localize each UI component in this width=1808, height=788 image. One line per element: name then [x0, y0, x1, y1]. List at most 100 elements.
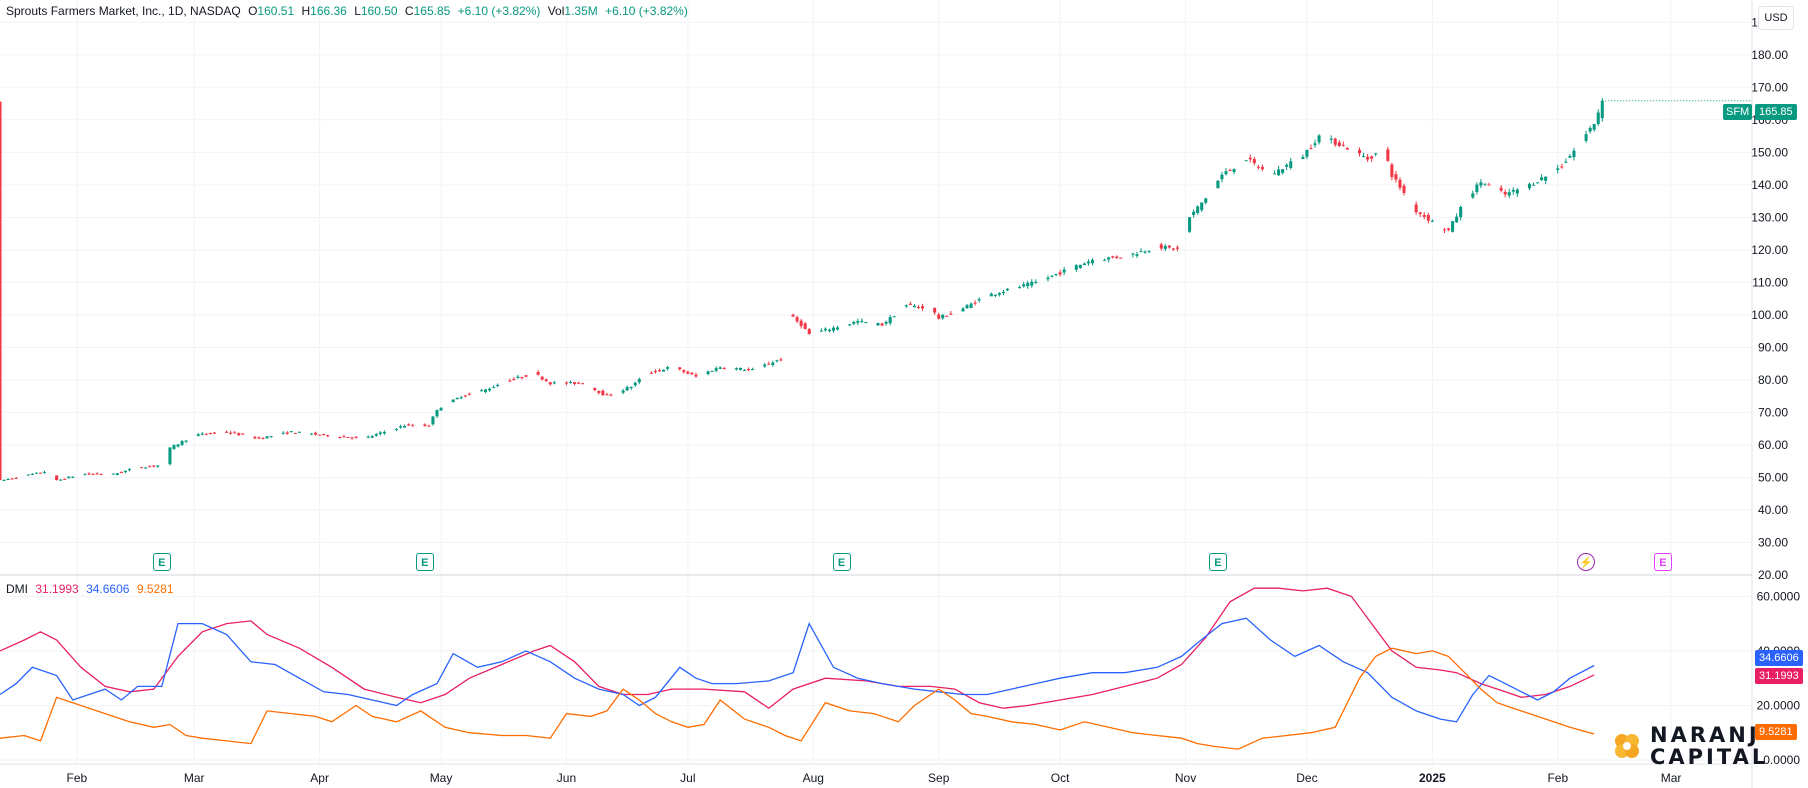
candle	[1564, 158, 1568, 164]
candle-body	[1143, 251, 1147, 253]
candle-body	[1483, 183, 1487, 185]
candle	[1362, 152, 1366, 158]
candle-body	[1390, 164, 1394, 177]
candle	[1487, 182, 1491, 186]
candle	[1224, 168, 1228, 176]
currency-button[interactable]: USD	[1758, 6, 1794, 30]
candle	[492, 385, 496, 389]
earnings-marker[interactable]: E	[152, 553, 171, 571]
candle	[908, 301, 912, 306]
candle	[435, 409, 439, 418]
candle-body	[662, 369, 666, 372]
candle	[1337, 140, 1341, 147]
candle-body	[908, 303, 912, 305]
candle-body	[581, 383, 585, 385]
candle	[374, 432, 378, 437]
candle	[423, 423, 427, 427]
candle-body	[1527, 183, 1531, 189]
candle-body	[1333, 138, 1337, 145]
candle	[63, 478, 67, 480]
candle	[1345, 147, 1349, 150]
candle	[1147, 250, 1151, 254]
candle-body	[1572, 150, 1576, 158]
candle-body	[961, 308, 965, 312]
candle-body	[297, 431, 301, 433]
candle	[916, 305, 921, 309]
candle-body	[6, 479, 10, 481]
dmi-tick-label: 20.0000	[1757, 698, 1801, 712]
candle-body	[690, 372, 694, 375]
candle	[152, 464, 156, 468]
candle-body	[225, 431, 229, 433]
candle-body	[59, 479, 63, 481]
candle-body	[168, 447, 172, 465]
candle	[1499, 185, 1503, 193]
candle	[1301, 154, 1305, 160]
candle-body	[799, 320, 803, 327]
candle	[1592, 123, 1596, 132]
earnings-marker[interactable]: E	[1208, 553, 1227, 571]
candle-body	[888, 317, 892, 324]
candle	[479, 388, 484, 392]
candle	[366, 435, 370, 439]
candle-body	[771, 362, 775, 365]
candle	[718, 366, 722, 370]
candle-body	[933, 307, 937, 313]
candle	[1313, 139, 1317, 148]
candle	[1305, 149, 1309, 160]
candle	[1256, 164, 1260, 170]
candle	[1228, 168, 1232, 172]
candle	[1277, 165, 1281, 176]
candle-body	[1317, 135, 1321, 143]
candle	[293, 432, 297, 434]
candle-body	[1568, 155, 1572, 158]
candle-body	[997, 293, 1001, 295]
dmi-label[interactable]: DMI	[6, 582, 28, 596]
candle-body	[1313, 143, 1317, 146]
candle-body	[1005, 288, 1010, 291]
time-tick-label: Mar	[1661, 771, 1682, 785]
candle-body	[1503, 191, 1507, 195]
candle	[378, 431, 382, 436]
candle-body	[1511, 189, 1515, 192]
candle	[42, 470, 47, 474]
candle-body	[1001, 291, 1005, 294]
candle-body	[95, 473, 99, 475]
candle	[55, 475, 59, 481]
candle	[95, 472, 99, 475]
candle-body	[338, 436, 342, 438]
candle-body	[1362, 156, 1366, 158]
candle	[597, 390, 601, 395]
candle-body	[411, 425, 415, 427]
dividend-marker[interactable]: ⚡	[1577, 553, 1596, 571]
candle-body	[1248, 157, 1252, 160]
earnings-marker[interactable]: E	[415, 553, 434, 571]
candle-body	[293, 432, 297, 434]
candle	[552, 380, 556, 385]
candle	[99, 473, 103, 476]
candle	[1001, 289, 1005, 296]
earnings-marker[interactable]: E	[1653, 553, 1672, 571]
earnings-marker[interactable]: E	[832, 553, 851, 571]
candle-body	[83, 474, 87, 476]
candle	[229, 431, 233, 435]
candle-body	[455, 397, 459, 400]
candle-body	[1159, 244, 1163, 249]
candle	[706, 370, 710, 376]
candle	[71, 476, 75, 479]
low-label: L	[354, 4, 361, 18]
candle-body	[176, 444, 180, 447]
time-tick-label: Feb	[1547, 771, 1568, 785]
candle	[326, 434, 330, 438]
candle-body	[1366, 156, 1370, 160]
candle	[993, 294, 997, 298]
candle-body	[451, 399, 455, 403]
candle	[115, 473, 119, 476]
candle-body	[973, 302, 977, 304]
candle	[941, 313, 945, 320]
candle	[965, 303, 969, 309]
candle-body	[629, 386, 633, 389]
candle-body	[767, 363, 771, 365]
candle	[1107, 256, 1111, 263]
